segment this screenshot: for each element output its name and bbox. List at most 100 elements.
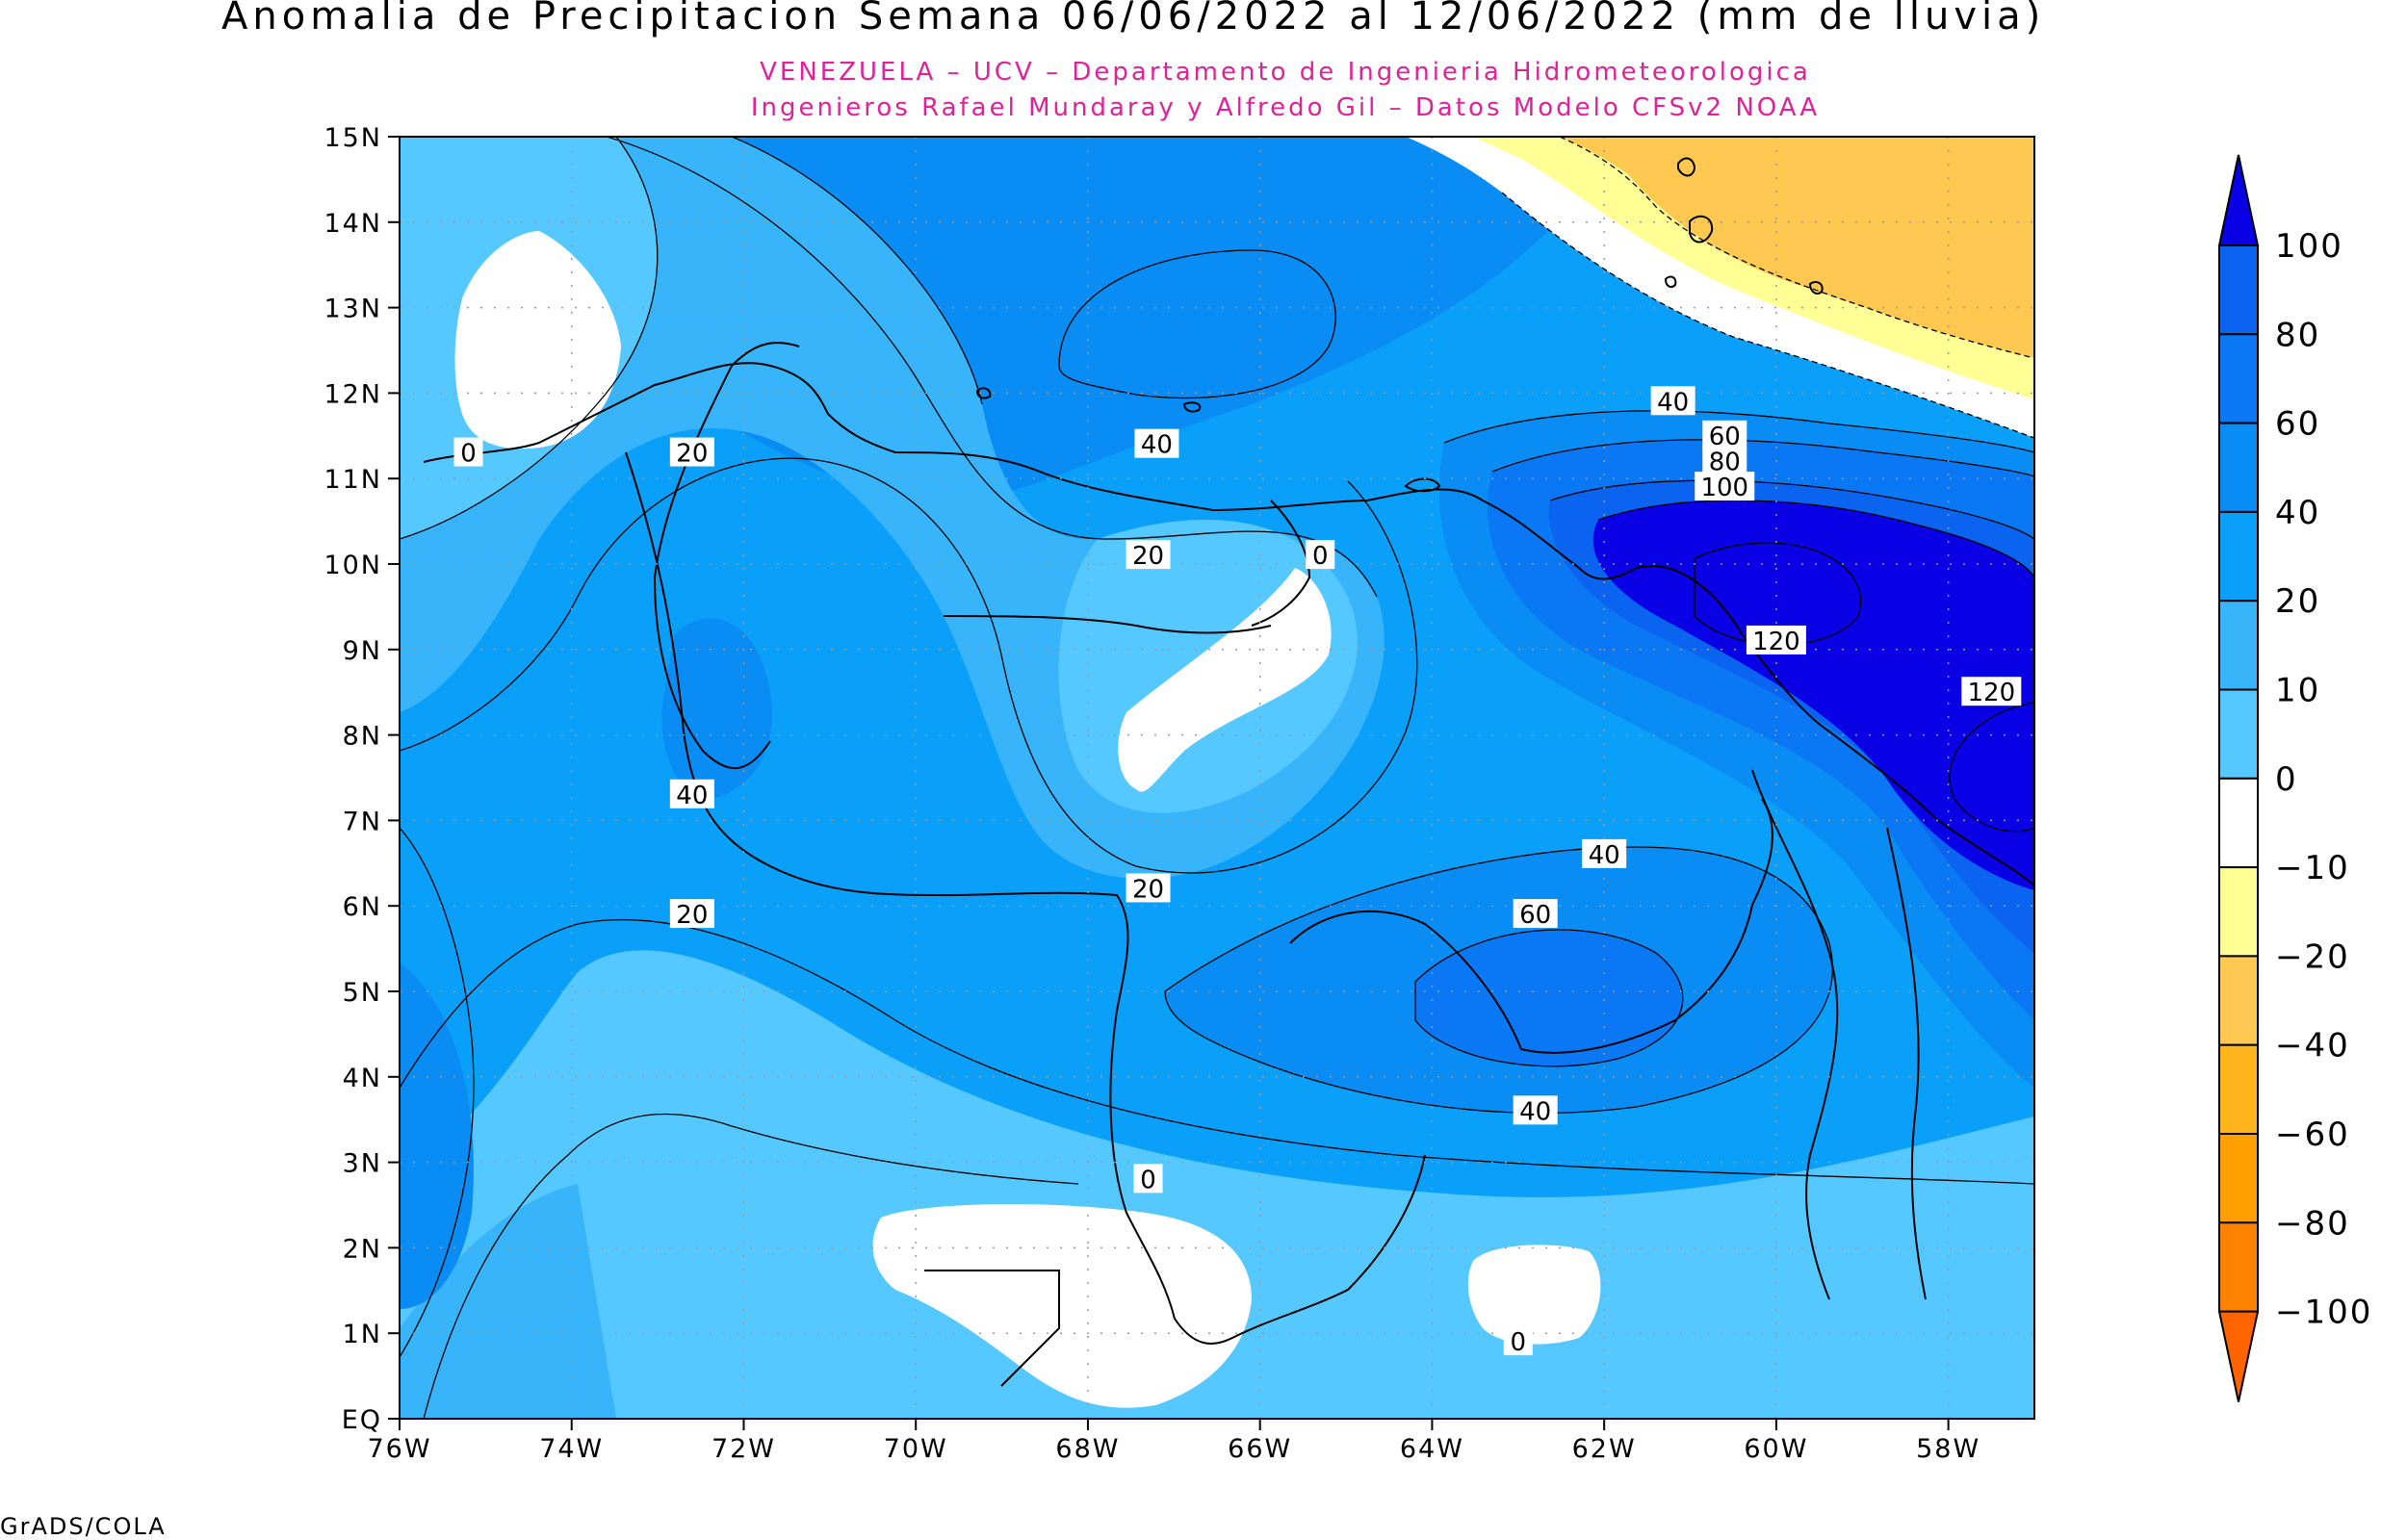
contour-100-east-top: [1597, 500, 2034, 578]
colorbar-label: 0: [2275, 760, 2298, 799]
lat-tick-label: 11N: [324, 465, 382, 495]
contour-20-north-b: [731, 137, 983, 405]
guyana-border: [1751, 769, 1839, 1300]
contour-label-bg: [1582, 838, 1627, 868]
contour-label: 120: [1752, 628, 1800, 656]
colorbar-label: −10: [2275, 849, 2350, 887]
contour-label-bg: [1650, 386, 1695, 416]
contour-label-bg: [1702, 420, 1747, 449]
contour-label: 60: [1519, 901, 1551, 930]
lat-tick-label: 13N: [324, 295, 382, 324]
contour-40-north-oval: [1058, 249, 1336, 399]
colorbar-label: −100: [2275, 1294, 2372, 1332]
software-credit: GrADS/COLA: [0, 1513, 167, 1540]
contour-label: 100: [1700, 474, 1748, 502]
island-los-roques: [1182, 401, 1202, 413]
contour-60-east-top: [1491, 439, 2034, 477]
lon-tick-label: 76W: [367, 1434, 431, 1464]
contour-label: 40: [1141, 431, 1173, 460]
lat-tick-label: 12N: [324, 379, 382, 409]
lat-tick-label: 5N: [343, 978, 382, 1008]
colorbar-segment: [2218, 688, 2259, 780]
contour-60-guayana: [1414, 929, 1684, 1067]
lat-tick-label: 14N: [324, 209, 382, 239]
contour-label-bg: [1126, 873, 1171, 903]
fill-0-10-south: [400, 950, 2034, 1419]
contour-label: 20: [676, 440, 708, 469]
contour-label-bg: [669, 779, 714, 808]
lat-tick-label: 15N: [324, 123, 382, 153]
fill-neutral-central: [1118, 568, 1332, 792]
amazon-border-segment: [924, 1270, 1060, 1387]
colorbar-segment: [2218, 510, 2259, 603]
contour-80-east-top: [1549, 479, 2034, 540]
contour-label-bg: [1134, 428, 1179, 458]
fill-40-60-maracaibo: [661, 618, 772, 799]
colorbar-label: 60: [2275, 405, 2320, 444]
colorbar-segment: [2218, 1133, 2259, 1224]
anomaly-fill-layer: [400, 137, 2034, 1419]
contour-120-east-b: [1949, 702, 2034, 833]
island-barbados: [1689, 215, 1714, 244]
longitude-axis: 76W 74W 72W 70W 68W 66W 64W 62W 60W 58W: [367, 1419, 1980, 1464]
venezuela-southern-border: [943, 891, 1426, 1345]
colorbar-label: 10: [2275, 672, 2320, 710]
fill-60-80-guayana: [1415, 930, 1683, 1066]
colorbar-label: 80: [2275, 316, 2320, 354]
colorbar-segment: [2218, 866, 2259, 958]
colorbar-label: −40: [2275, 1027, 2350, 1065]
contour-10-south: [423, 1113, 1079, 1419]
colorbar-top-arrow: [2217, 154, 2260, 246]
contour-label-bg: [1961, 677, 2022, 706]
contour-20-central: [400, 457, 1418, 874]
contour-0-10-northwest-edge: [400, 137, 659, 540]
contour-40-west-edge: [400, 827, 475, 1358]
river-orinoco-segment: [1251, 500, 1311, 627]
lon-tick-label: 62W: [1572, 1434, 1637, 1464]
fill-100-plus-east: [1592, 500, 2034, 890]
colorbar-segment: [2218, 1043, 2259, 1135]
contour-120-east-a: [1694, 542, 1861, 646]
contour-lines: [400, 137, 2034, 1419]
island-margarita: [1404, 477, 1441, 493]
lat-tick-label: 2N: [343, 1234, 382, 1264]
island-outlines: [975, 157, 1824, 493]
suriname-border: [1886, 827, 1927, 1300]
map-frame: [399, 136, 2035, 1420]
latitude-axis: 15N 14N 13N 12N 11N 10N 9N 8N 7N 6N 5N 4N 3N 2N 1N EQ: [324, 123, 400, 1435]
colorbar-bottom-arrow: [2217, 1310, 2260, 1402]
colorbar-segment: [2218, 777, 2259, 869]
colorbar-segment: [2218, 244, 2259, 336]
lat-tick-label: 4N: [343, 1064, 382, 1093]
coastline-and-borders: [423, 342, 2034, 1387]
contour-label: 0: [1140, 1166, 1156, 1194]
map-subtitle-authors: Ingenieros Rafael Mundaray y Alfredo Gil…: [750, 93, 1821, 122]
contour-label-bg: [1126, 540, 1171, 570]
lat-tick-label: 6N: [343, 892, 382, 922]
colorbar-label: 40: [2275, 494, 2320, 532]
contour-label: 0: [1511, 1328, 1527, 1357]
contour-label-bg: [1695, 472, 1755, 501]
lon-tick-label: 58W: [1916, 1434, 1980, 1464]
lat-tick-label: 8N: [343, 722, 382, 752]
contour-40-southeast: [1164, 846, 1833, 1114]
lon-tick-label: 72W: [712, 1434, 776, 1464]
guayana-region-outline: [1289, 798, 1773, 1054]
colorbar-segment: [2218, 955, 2259, 1046]
contour-label: 40: [1589, 841, 1620, 870]
contour-label: 20: [1132, 875, 1164, 904]
contour-label-bg: [1503, 1326, 1533, 1356]
island-grenadines: [1677, 157, 1696, 177]
contour-20-south: [400, 918, 2034, 1185]
contour-minus10-northeast: [1501, 192, 2034, 439]
contour-label-bg: [1513, 1095, 1558, 1125]
colorbar-label: −80: [2275, 1204, 2350, 1243]
lon-tick-label: 74W: [539, 1434, 604, 1464]
contour-label: 0: [1312, 542, 1329, 571]
lon-tick-label: 64W: [1400, 1434, 1464, 1464]
lat-tick-label: EQ: [342, 1405, 382, 1435]
colorbar-label: −60: [2275, 1116, 2350, 1154]
